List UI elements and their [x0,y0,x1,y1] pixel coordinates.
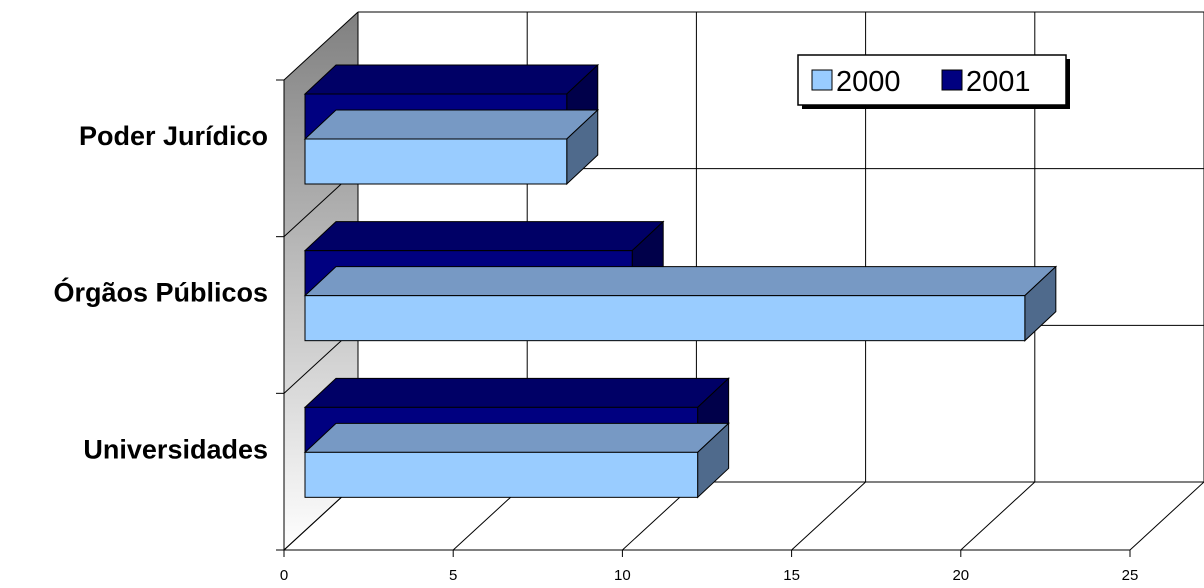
bar-2000-0 [303,108,600,186]
bar-top-face [303,422,730,453]
legend-label: 2000 [836,66,901,98]
x-tick-label: 0 [280,567,288,584]
category-label: Poder Jurídico [79,121,268,151]
legend-box [797,54,1067,106]
x-tick-label: 25 [1122,567,1139,584]
bar-front-face [304,451,699,498]
x-tick-label: 15 [783,567,800,584]
bar-2000-2 [303,422,730,499]
legend: 2000 2001 [797,54,1070,109]
bar-top-face [303,109,600,140]
gridline-floor [960,481,1036,551]
bar-front-face [304,138,568,185]
bar-top-face [303,377,730,408]
gridline-wall [283,11,359,81]
axes [276,79,1131,557]
category-label: Órgãos Públicos [53,277,268,308]
category-labels: Poder Jurídico Órgãos Públicos Universidad… [53,121,268,464]
tick-labels: 0 5 10 15 20 25 [280,567,1139,584]
x-tick-label: 10 [614,567,631,584]
gridline-floor [1129,481,1204,551]
bar-2000-1 [303,265,1058,342]
legend-swatch [941,69,963,91]
legend-label: 2001 [966,66,1031,98]
category-label: Universidades [83,434,268,464]
x-tick-label: 20 [952,567,969,584]
bars [303,63,1058,499]
bar-front-face [304,295,1026,342]
bar-top-face [303,64,600,95]
gridline-floor [791,481,866,551]
x-tick-label: 5 [449,567,457,584]
legend-swatch [811,69,833,91]
bar-top-face [303,221,665,252]
bar-top-face [303,266,1058,297]
